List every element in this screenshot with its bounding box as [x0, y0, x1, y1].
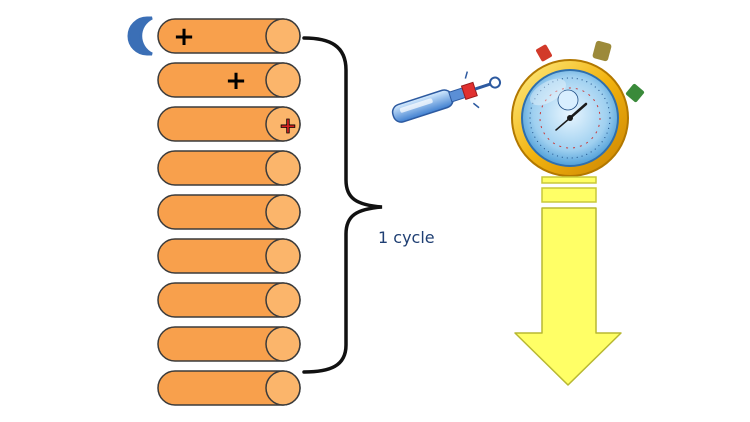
cylinder-end-cap — [265, 18, 301, 54]
cylinder-8 — [157, 326, 301, 362]
plus-sign: + — [173, 22, 195, 52]
cylinder-3: + — [157, 106, 301, 142]
cylinder-end-cap — [265, 106, 301, 142]
curly-brace-icon — [302, 36, 383, 374]
cylinder-end-cap — [265, 150, 301, 186]
cylinder-end-cap — [265, 370, 301, 406]
plus-sign: + — [225, 66, 247, 96]
cycle-label: 1 cycle — [378, 228, 435, 247]
cylinder-9 — [157, 370, 301, 406]
cylinder-end-cap — [265, 238, 301, 274]
screwdriver-icon — [391, 71, 502, 123]
cylinder-5 — [157, 194, 301, 230]
plus-sign: + — [279, 114, 297, 139]
cylinder-6 — [157, 238, 301, 274]
stopwatch-icon — [511, 40, 645, 177]
down-arrow-icon — [514, 176, 622, 386]
cylinder-end-cap — [265, 194, 301, 230]
cylinder-1: + — [157, 18, 301, 54]
cylinder-end-cap — [265, 282, 301, 318]
half-circle-icon — [127, 16, 153, 56]
cylinder-stack: + + + — [157, 18, 301, 406]
cylinder-4 — [157, 150, 301, 186]
cylinder-2: + — [157, 62, 301, 98]
cylinder-end-cap — [265, 326, 301, 362]
cylinder-end-cap — [265, 62, 301, 98]
cylinder-7 — [157, 282, 301, 318]
